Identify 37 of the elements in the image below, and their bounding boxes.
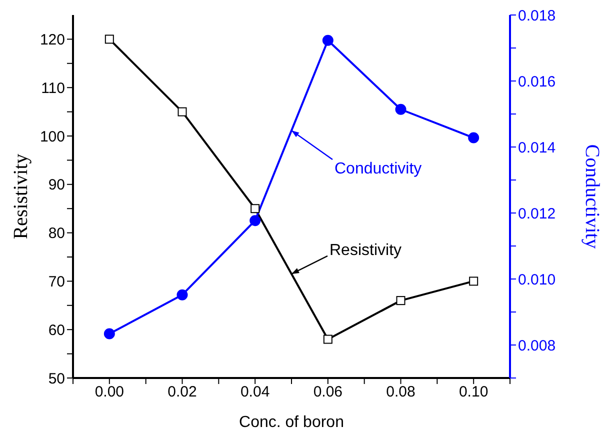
y-tick-label: 120 xyxy=(40,32,65,49)
point xyxy=(395,104,406,115)
y2-tick-label: 0.010 xyxy=(518,271,556,288)
text: Conductivity xyxy=(334,160,422,178)
y2-tick-label: 0.018 xyxy=(518,7,556,24)
y-tick-label: 90 xyxy=(48,176,65,194)
x-tick-label: 0.04 xyxy=(240,384,270,401)
point xyxy=(178,107,187,116)
x-axis-title: Conc. of boron xyxy=(239,414,344,431)
point xyxy=(104,328,115,340)
x-tick-label: 0.00 xyxy=(94,384,124,401)
point xyxy=(323,334,332,344)
point xyxy=(104,34,114,44)
y-tick-label: 60 xyxy=(48,322,65,339)
point xyxy=(250,204,260,214)
y-tick-label: 80 xyxy=(48,225,65,242)
y-tick-label: 100 xyxy=(40,128,65,146)
point xyxy=(396,296,406,306)
y-axis-title: Resistivity xyxy=(10,154,32,240)
x-tick-label: 0.06 xyxy=(313,384,343,401)
text: Resistivity xyxy=(330,242,402,260)
y-tick-label: 70 xyxy=(48,274,65,291)
x-tick-label: 0.10 xyxy=(458,384,488,401)
y2-axis-title: Conductivity xyxy=(580,144,603,249)
point xyxy=(322,34,334,46)
point xyxy=(468,132,480,144)
y-tick-label: 110 xyxy=(41,80,65,97)
point xyxy=(469,276,478,286)
y2-tick-label: 0.016 xyxy=(518,73,556,90)
point xyxy=(250,215,261,226)
y-tick-label: 50 xyxy=(48,370,65,388)
x-tick-label: 0.08 xyxy=(386,384,416,401)
y2-tick-label: 0.008 xyxy=(518,337,556,354)
y2-tick-label: 0.014 xyxy=(518,139,556,156)
point xyxy=(176,289,188,300)
y2-tick-label: 0.012 xyxy=(518,205,556,222)
x-tick-label: 0.02 xyxy=(168,384,197,401)
